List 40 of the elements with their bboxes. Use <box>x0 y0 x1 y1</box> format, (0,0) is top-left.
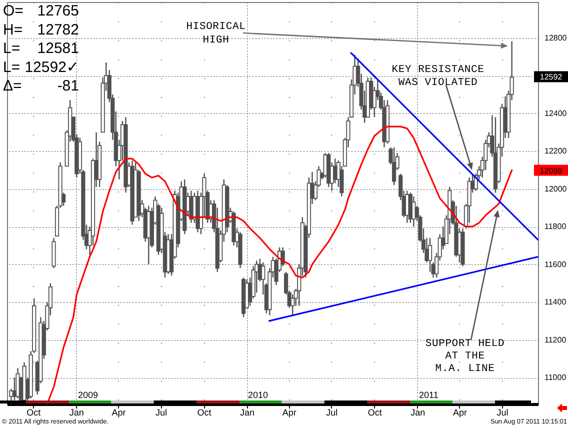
text: 12099 <box>540 166 563 176</box>
y-tick-label: 11200 <box>544 335 567 344</box>
y-tick-label: 11600 <box>544 260 567 269</box>
candlestick <box>12 376 17 401</box>
annotation: 2009 <box>78 390 98 400</box>
y-tick-label: 12800 <box>544 33 568 42</box>
x-tick-label: Jul <box>326 408 338 418</box>
candlestick <box>280 246 285 267</box>
x-tick-label: Jan <box>240 408 255 418</box>
annotation: 2011 <box>419 390 438 400</box>
candlestick <box>333 158 338 184</box>
annotation: 2010 <box>248 390 268 400</box>
annotation: KEY RESISTANCE WAS VIOLATED <box>392 64 484 89</box>
y-tick-label: 11000 <box>544 373 567 382</box>
annotation: HISORICAL HIGH <box>186 21 246 46</box>
annotation: O= 12765 <box>3 2 79 20</box>
y-tick-label: 12400 <box>544 108 568 118</box>
x-tick-label: Jul <box>156 408 168 418</box>
text: Δ= -81 <box>3 78 79 95</box>
x-tick-label: Jan <box>410 408 426 418</box>
line-series <box>46 126 513 404</box>
y-tick-label: 11400 <box>544 298 567 307</box>
y-tick-label: 12200 <box>544 146 568 156</box>
x-tick-label: Oct <box>368 408 382 418</box>
candlestick <box>189 190 194 224</box>
candlestick <box>392 146 396 186</box>
x-tick-label: Apr <box>452 408 467 418</box>
annotation: H= 12782 <box>3 21 79 38</box>
y-tick-label: 12000 <box>544 184 568 194</box>
x-tick-label: Oct <box>197 408 212 418</box>
annotation: L= 12581 <box>3 40 79 58</box>
text: 12592 <box>540 72 563 82</box>
annotation: L= 12592✓ <box>3 58 79 76</box>
x-tick-label: Apr <box>282 408 296 418</box>
annotation: SUPPORT HELD AT THE M.A. LINE <box>425 338 505 375</box>
x-tick-label: Apr <box>112 408 126 418</box>
x-tick-label: Oct <box>26 408 42 418</box>
y-tick-label: 11800 <box>544 222 567 232</box>
x-tick-label: Jul <box>496 408 508 418</box>
x-tick-label: Jan <box>69 408 84 418</box>
